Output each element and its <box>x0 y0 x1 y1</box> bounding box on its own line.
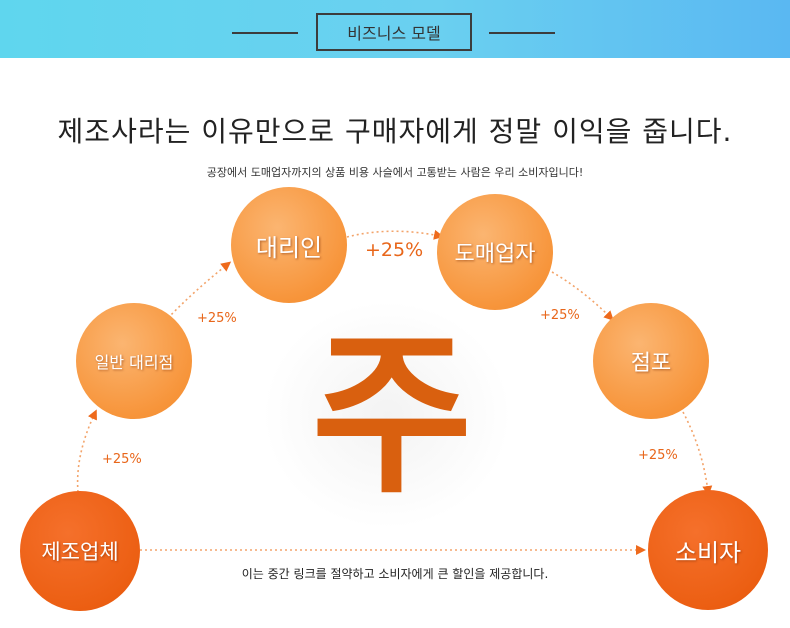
top-banner: 비즈니스 모델 <box>0 0 790 58</box>
banner-left-line <box>232 32 298 34</box>
node-wholesaler-label: 도매업자 <box>454 242 536 267</box>
markup-label-4: +25% <box>540 308 580 323</box>
node-store: 점포 <box>593 303 709 419</box>
node-manufacturer-label: 제조업체 <box>41 540 119 564</box>
markup-label-3: +25% <box>365 239 424 261</box>
node-wholesaler: 도매업자 <box>437 194 553 310</box>
node-consumer-label: 소비자 <box>674 538 742 567</box>
markup-label-5: +25% <box>638 448 678 463</box>
node-consumer: 소비자 <box>648 490 768 610</box>
subheadline: 공장에서 도매업자까지의 상품 비용 사슬에서 고통받는 사람은 우리 소비자입… <box>206 166 584 179</box>
node-general-agent: 일반 대리점 <box>76 303 192 419</box>
headline: 제조사라는 이유만으로 구매자에게 정말 이익을 줍니다. <box>57 115 733 148</box>
arrow-manufacturer-to-general-agent <box>76 409 97 493</box>
banner-right-line <box>489 32 555 34</box>
banner-title: 비즈니스 모델 <box>316 13 472 51</box>
arrow-wholesaler-to-store <box>551 271 614 321</box>
bottom-note: 이는 중간 링크를 절약하고 소비자에게 큰 할인을 제공합니다. <box>241 567 549 581</box>
markup-label-1: +25% <box>102 452 142 467</box>
markup-label-2: +25% <box>197 311 237 326</box>
node-manufacturer: 제조업체 <box>20 491 140 611</box>
node-store-label: 점포 <box>630 351 672 376</box>
center-glow <box>262 300 512 530</box>
center-character: 주 <box>311 314 473 518</box>
node-agent: 대리인 <box>231 187 347 303</box>
arrow-store-to-consumer <box>682 411 713 496</box>
node-general-agent-label: 일반 대리점 <box>94 353 174 372</box>
arrow-agent-to-wholesaler <box>346 229 444 240</box>
arrow-general-agent-to-agent <box>167 261 232 319</box>
node-agent-label: 대리인 <box>255 233 323 262</box>
